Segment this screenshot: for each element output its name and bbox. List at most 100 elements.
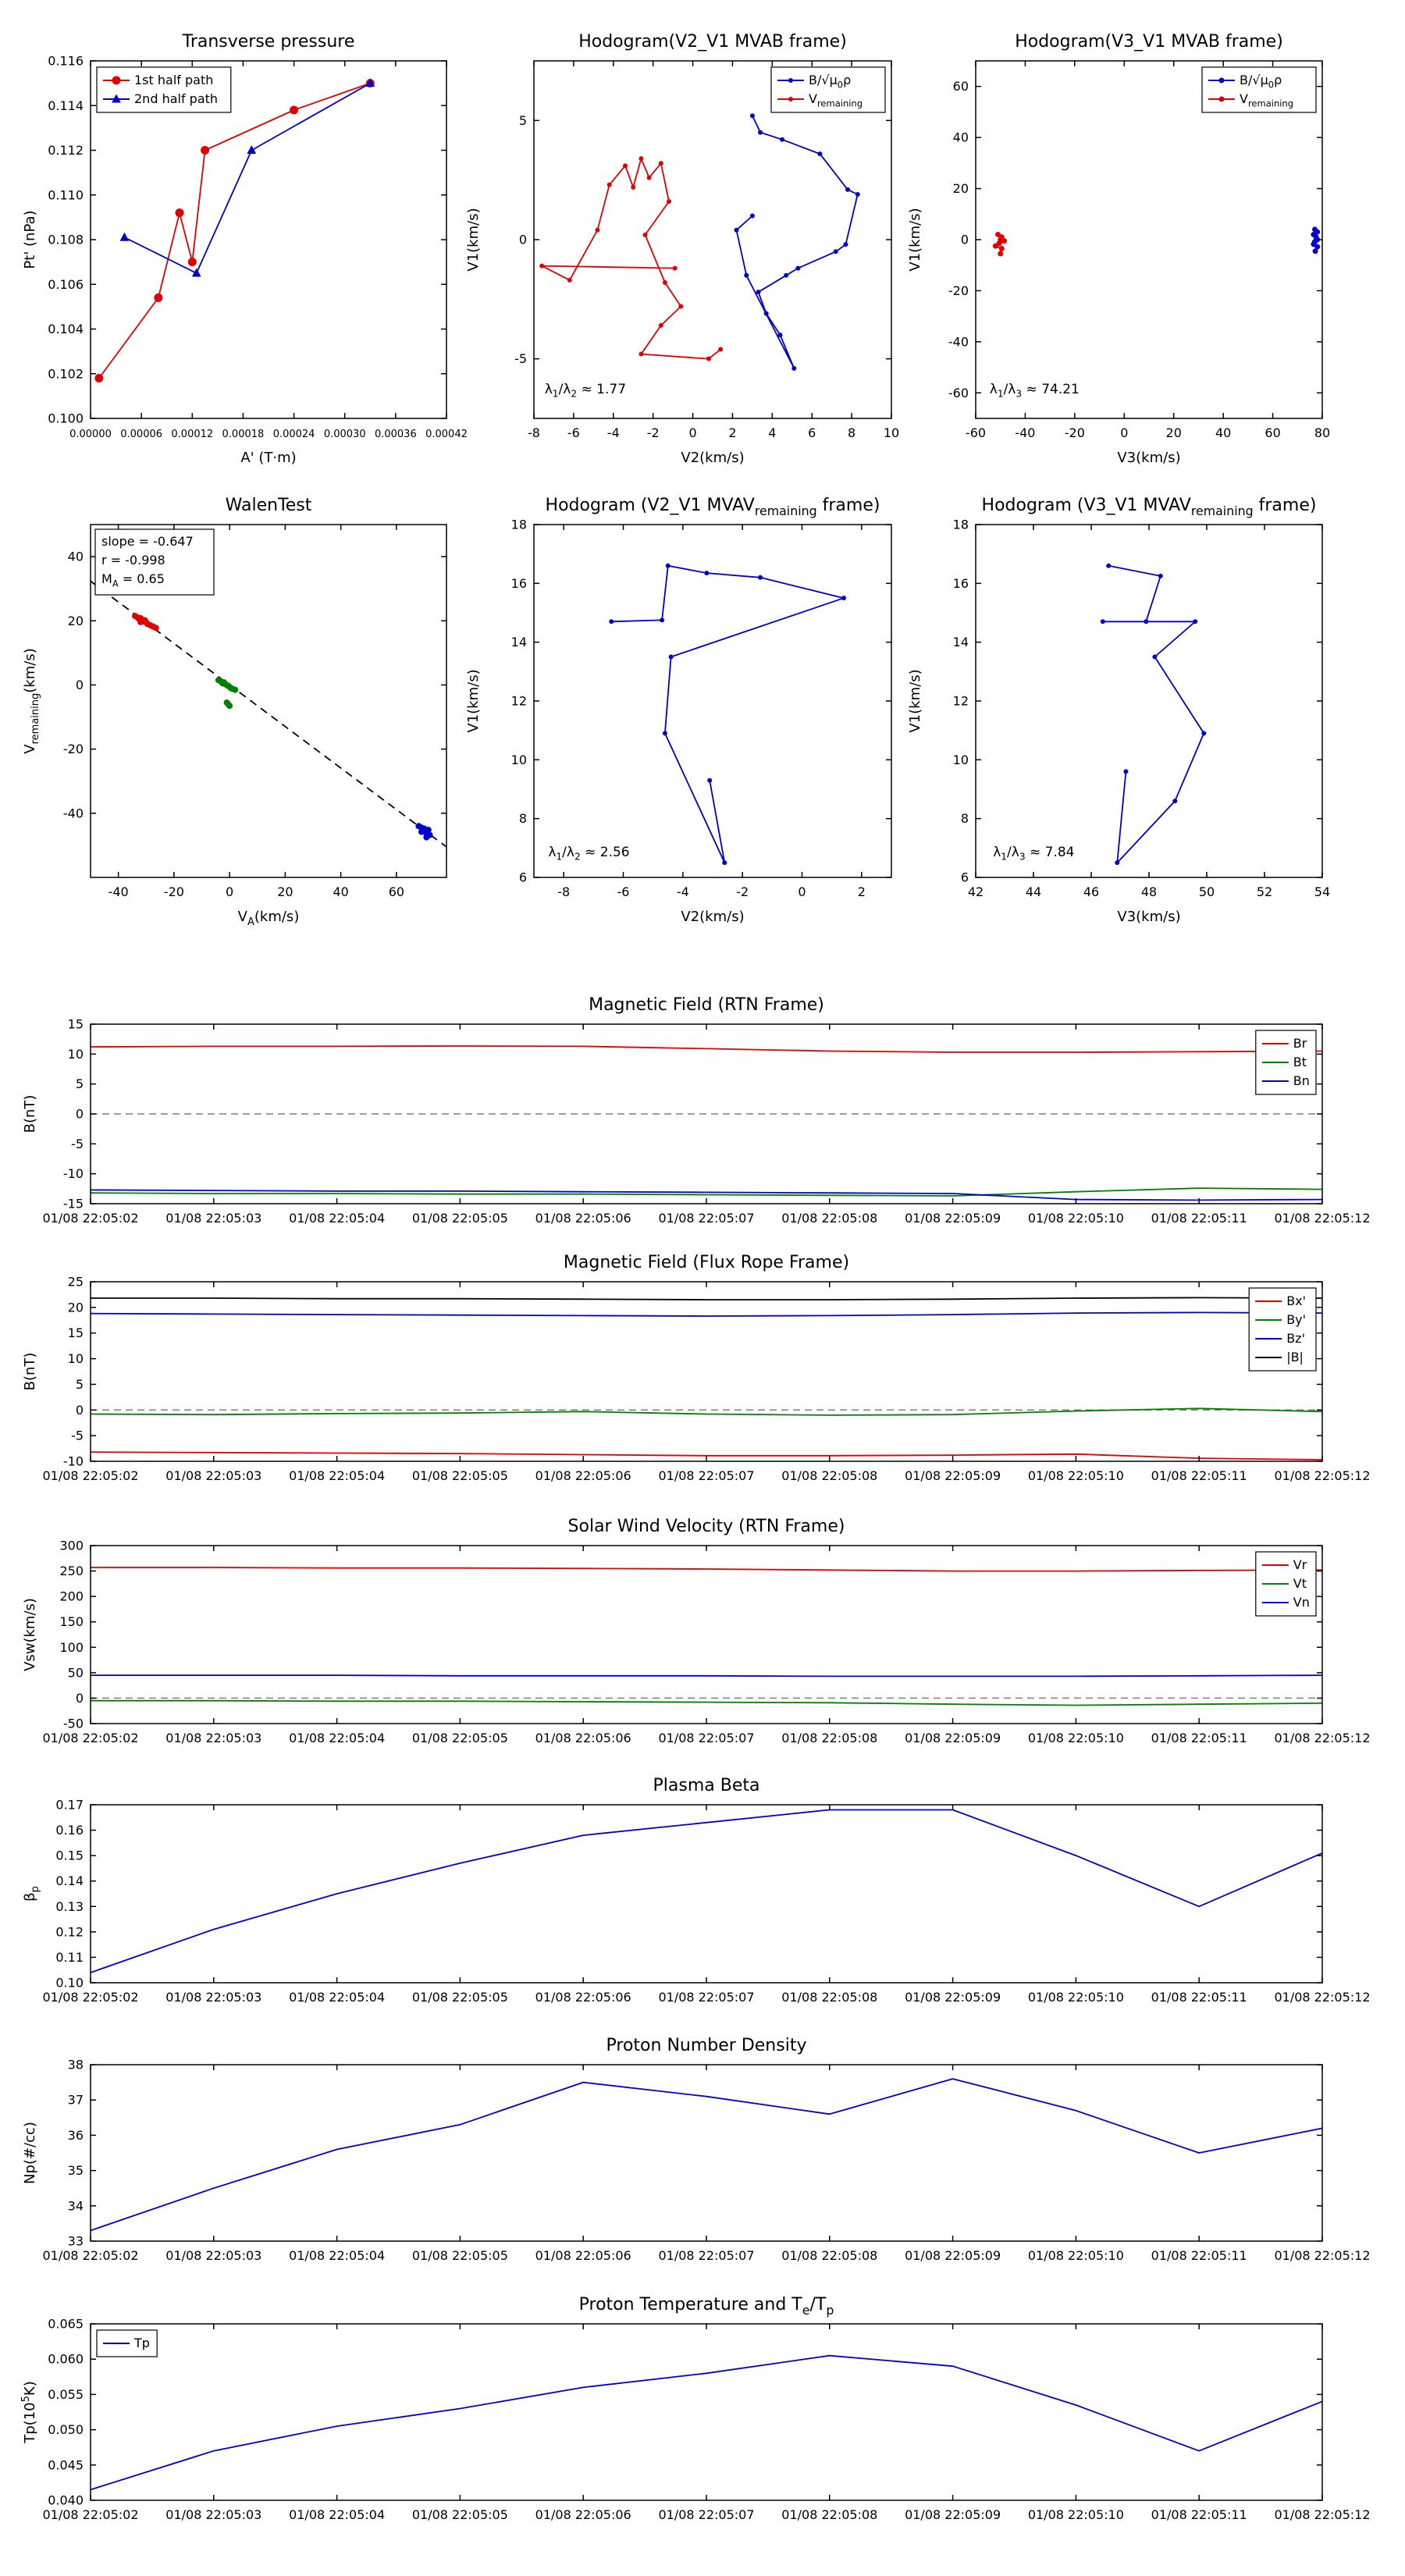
series-layer: [91, 1045, 1322, 1201]
svg-text:01/08 22:05:04: 01/08 22:05:04: [289, 1468, 385, 1483]
annotation: λ1/λ2 ≈ 1.77: [545, 382, 626, 400]
x-axis-label: VA(km/s): [238, 909, 300, 928]
svg-text:50: 50: [1199, 884, 1215, 899]
svg-text:40: 40: [68, 550, 84, 564]
svg-text:0.110: 0.110: [48, 187, 84, 202]
svg-text:-15: -15: [63, 1197, 84, 1212]
svg-text:0: 0: [76, 1691, 84, 1706]
axis-ticks: 01/08 22:05:02 01/08 22:05:03 01/08 22:05:…: [42, 1017, 1370, 1226]
svg-text:25: 25: [68, 1275, 84, 1290]
x-axis-label: A' (T·m): [240, 450, 296, 466]
svg-text:01/08 22:05:08: 01/08 22:05:08: [781, 2507, 877, 2522]
chart-title: Magnetic Field (RTN Frame): [589, 995, 824, 1015]
svg-text:14: 14: [953, 635, 969, 649]
series-vt: [91, 1699, 1322, 1706]
chart-title: WalenTest: [226, 496, 312, 515]
svg-text:0.055: 0.055: [48, 2387, 84, 2402]
svg-text:0.14: 0.14: [55, 1873, 84, 1888]
svg-text:01/08 22:05:11: 01/08 22:05:11: [1151, 1468, 1247, 1483]
y-axis-label: V1(km/s): [465, 669, 482, 732]
svg-text:5: 5: [76, 1377, 84, 1392]
svg-text:44: 44: [1026, 884, 1041, 899]
svg-text:-5: -5: [71, 1137, 84, 1151]
series-line: [1100, 563, 1207, 866]
plot-border: [975, 524, 1323, 878]
svg-text:33: 33: [68, 2234, 84, 2249]
svg-text:01/08 22:05:03: 01/08 22:05:03: [165, 1731, 261, 1745]
svg-text:36: 36: [68, 2128, 84, 2143]
series-bx: [91, 1451, 1322, 1461]
svg-text:150: 150: [59, 1614, 84, 1629]
svg-text:01/08 22:05:05: 01/08 22:05:05: [412, 1731, 508, 1745]
chart-title: Solar Wind Velocity (RTN Frame): [568, 1517, 845, 1536]
chart-title: Transverse pressure: [182, 32, 355, 52]
svg-text:0.108: 0.108: [48, 233, 84, 247]
svg-text:54: 54: [1314, 884, 1330, 899]
svg-text:0: 0: [76, 1107, 84, 1122]
svg-text:20: 20: [277, 884, 293, 899]
series-vr: [91, 1567, 1322, 1572]
svg-text:01/08 22:05:08: 01/08 22:05:08: [781, 1990, 877, 2005]
svg-text:0.104: 0.104: [48, 322, 84, 336]
svg-text:52: 52: [1257, 884, 1272, 899]
svg-text:34: 34: [68, 2198, 84, 2213]
svg-text:0.045: 0.045: [48, 2457, 84, 2472]
svg-text:Vt: Vt: [1293, 1576, 1307, 1591]
svg-text:-10: -10: [63, 1454, 84, 1469]
svg-text:Bz': Bz': [1286, 1331, 1305, 1346]
svg-text:0.10: 0.10: [55, 1976, 84, 1991]
svg-text:01/08 22:05:05: 01/08 22:05:05: [412, 1990, 508, 2005]
svg-text:Bx': Bx': [1286, 1293, 1306, 1308]
svg-text:0: 0: [519, 233, 527, 247]
chart-svg: -8 -6 -4 -2 0 2 4 6 8 10 -5 0 5 Hodogram(V2_V1 MVAB f…: [465, 32, 899, 466]
plot-border: [90, 524, 447, 878]
svg-text:8: 8: [519, 811, 527, 826]
series-2nd-half-path: [119, 78, 375, 277]
svg-text:0: 0: [688, 425, 696, 440]
series-layer: [91, 1297, 1322, 1461]
x-axis-label: V3(km/s): [1117, 450, 1180, 466]
svg-text:Vn: Vn: [1293, 1595, 1310, 1610]
svg-text:-40: -40: [1015, 425, 1035, 440]
svg-text:-6: -6: [617, 884, 630, 899]
svg-text:01/08 22:05:04: 01/08 22:05:04: [289, 2248, 385, 2263]
svg-text:0.114: 0.114: [48, 98, 84, 113]
svg-text:0.106: 0.106: [48, 277, 84, 292]
svg-text:01/08 22:05:06: 01/08 22:05:06: [535, 1468, 631, 1483]
svg-text:01/08 22:05:07: 01/08 22:05:07: [658, 1468, 754, 1483]
svg-text:-20: -20: [1065, 425, 1085, 440]
svg-text:|B|: |B|: [1286, 1350, 1304, 1364]
chart-hodogram-v2v1-mvab: -8 -6 -4 -2 0 2 4 6 8 10 -5 0 5 Hodogram(V2_V1 MVAB f…: [448, 14, 915, 481]
svg-text:0.17: 0.17: [55, 1798, 84, 1813]
svg-text:20: 20: [1166, 425, 1182, 440]
axis-ticks: -8 -6 -4 -2 0 2 4 6 8 10 -5 0 5: [514, 61, 899, 440]
x-axis-label: V2(km/s): [681, 450, 744, 466]
y-axis-label: V1(km/s): [465, 208, 482, 271]
svg-text:01/08 22:05:10: 01/08 22:05:10: [1028, 2507, 1124, 2522]
svg-text:5: 5: [76, 1076, 84, 1091]
svg-text:01/08 22:05:05: 01/08 22:05:05: [412, 1211, 508, 1226]
series-line: [215, 677, 239, 710]
svg-text:-2: -2: [736, 884, 749, 899]
svg-text:10: 10: [68, 1351, 84, 1366]
series-bz: [91, 1311, 1322, 1317]
series-layer: [539, 113, 860, 371]
axis-ticks: -40 -20 0 20 40 60 -40 -20 0 20 40: [63, 525, 446, 899]
svg-text:Tp: Tp: [133, 2336, 150, 2350]
stats-box: slope = -0.647 r = -0.998 MA = 0.65: [94, 528, 215, 596]
svg-text:01/08 22:05:07: 01/08 22:05:07: [658, 1731, 754, 1745]
svg-text:01/08 22:05:10: 01/08 22:05:10: [1028, 1731, 1124, 1745]
series-line: [132, 613, 159, 632]
svg-text:40: 40: [953, 130, 969, 145]
svg-text:r = -0.998: r = -0.998: [101, 553, 165, 568]
y-axis-label: V1(km/s): [907, 208, 923, 271]
svg-text:01/08 22:05:02: 01/08 22:05:02: [42, 2248, 138, 2263]
svg-text:01/08 22:05:02: 01/08 22:05:02: [42, 1990, 138, 2005]
chart-hodogram-v3v1-mvab: -60 -40 -20 0 20 40 60 80 -60 -40 -20 0 20 40 60 Hodogr…: [890, 14, 1346, 481]
series-line: [609, 563, 846, 866]
svg-text:0.00024: 0.00024: [273, 429, 315, 440]
svg-text:01/08 22:05:02: 01/08 22:05:02: [42, 1468, 138, 1483]
svg-text:10: 10: [953, 753, 969, 767]
